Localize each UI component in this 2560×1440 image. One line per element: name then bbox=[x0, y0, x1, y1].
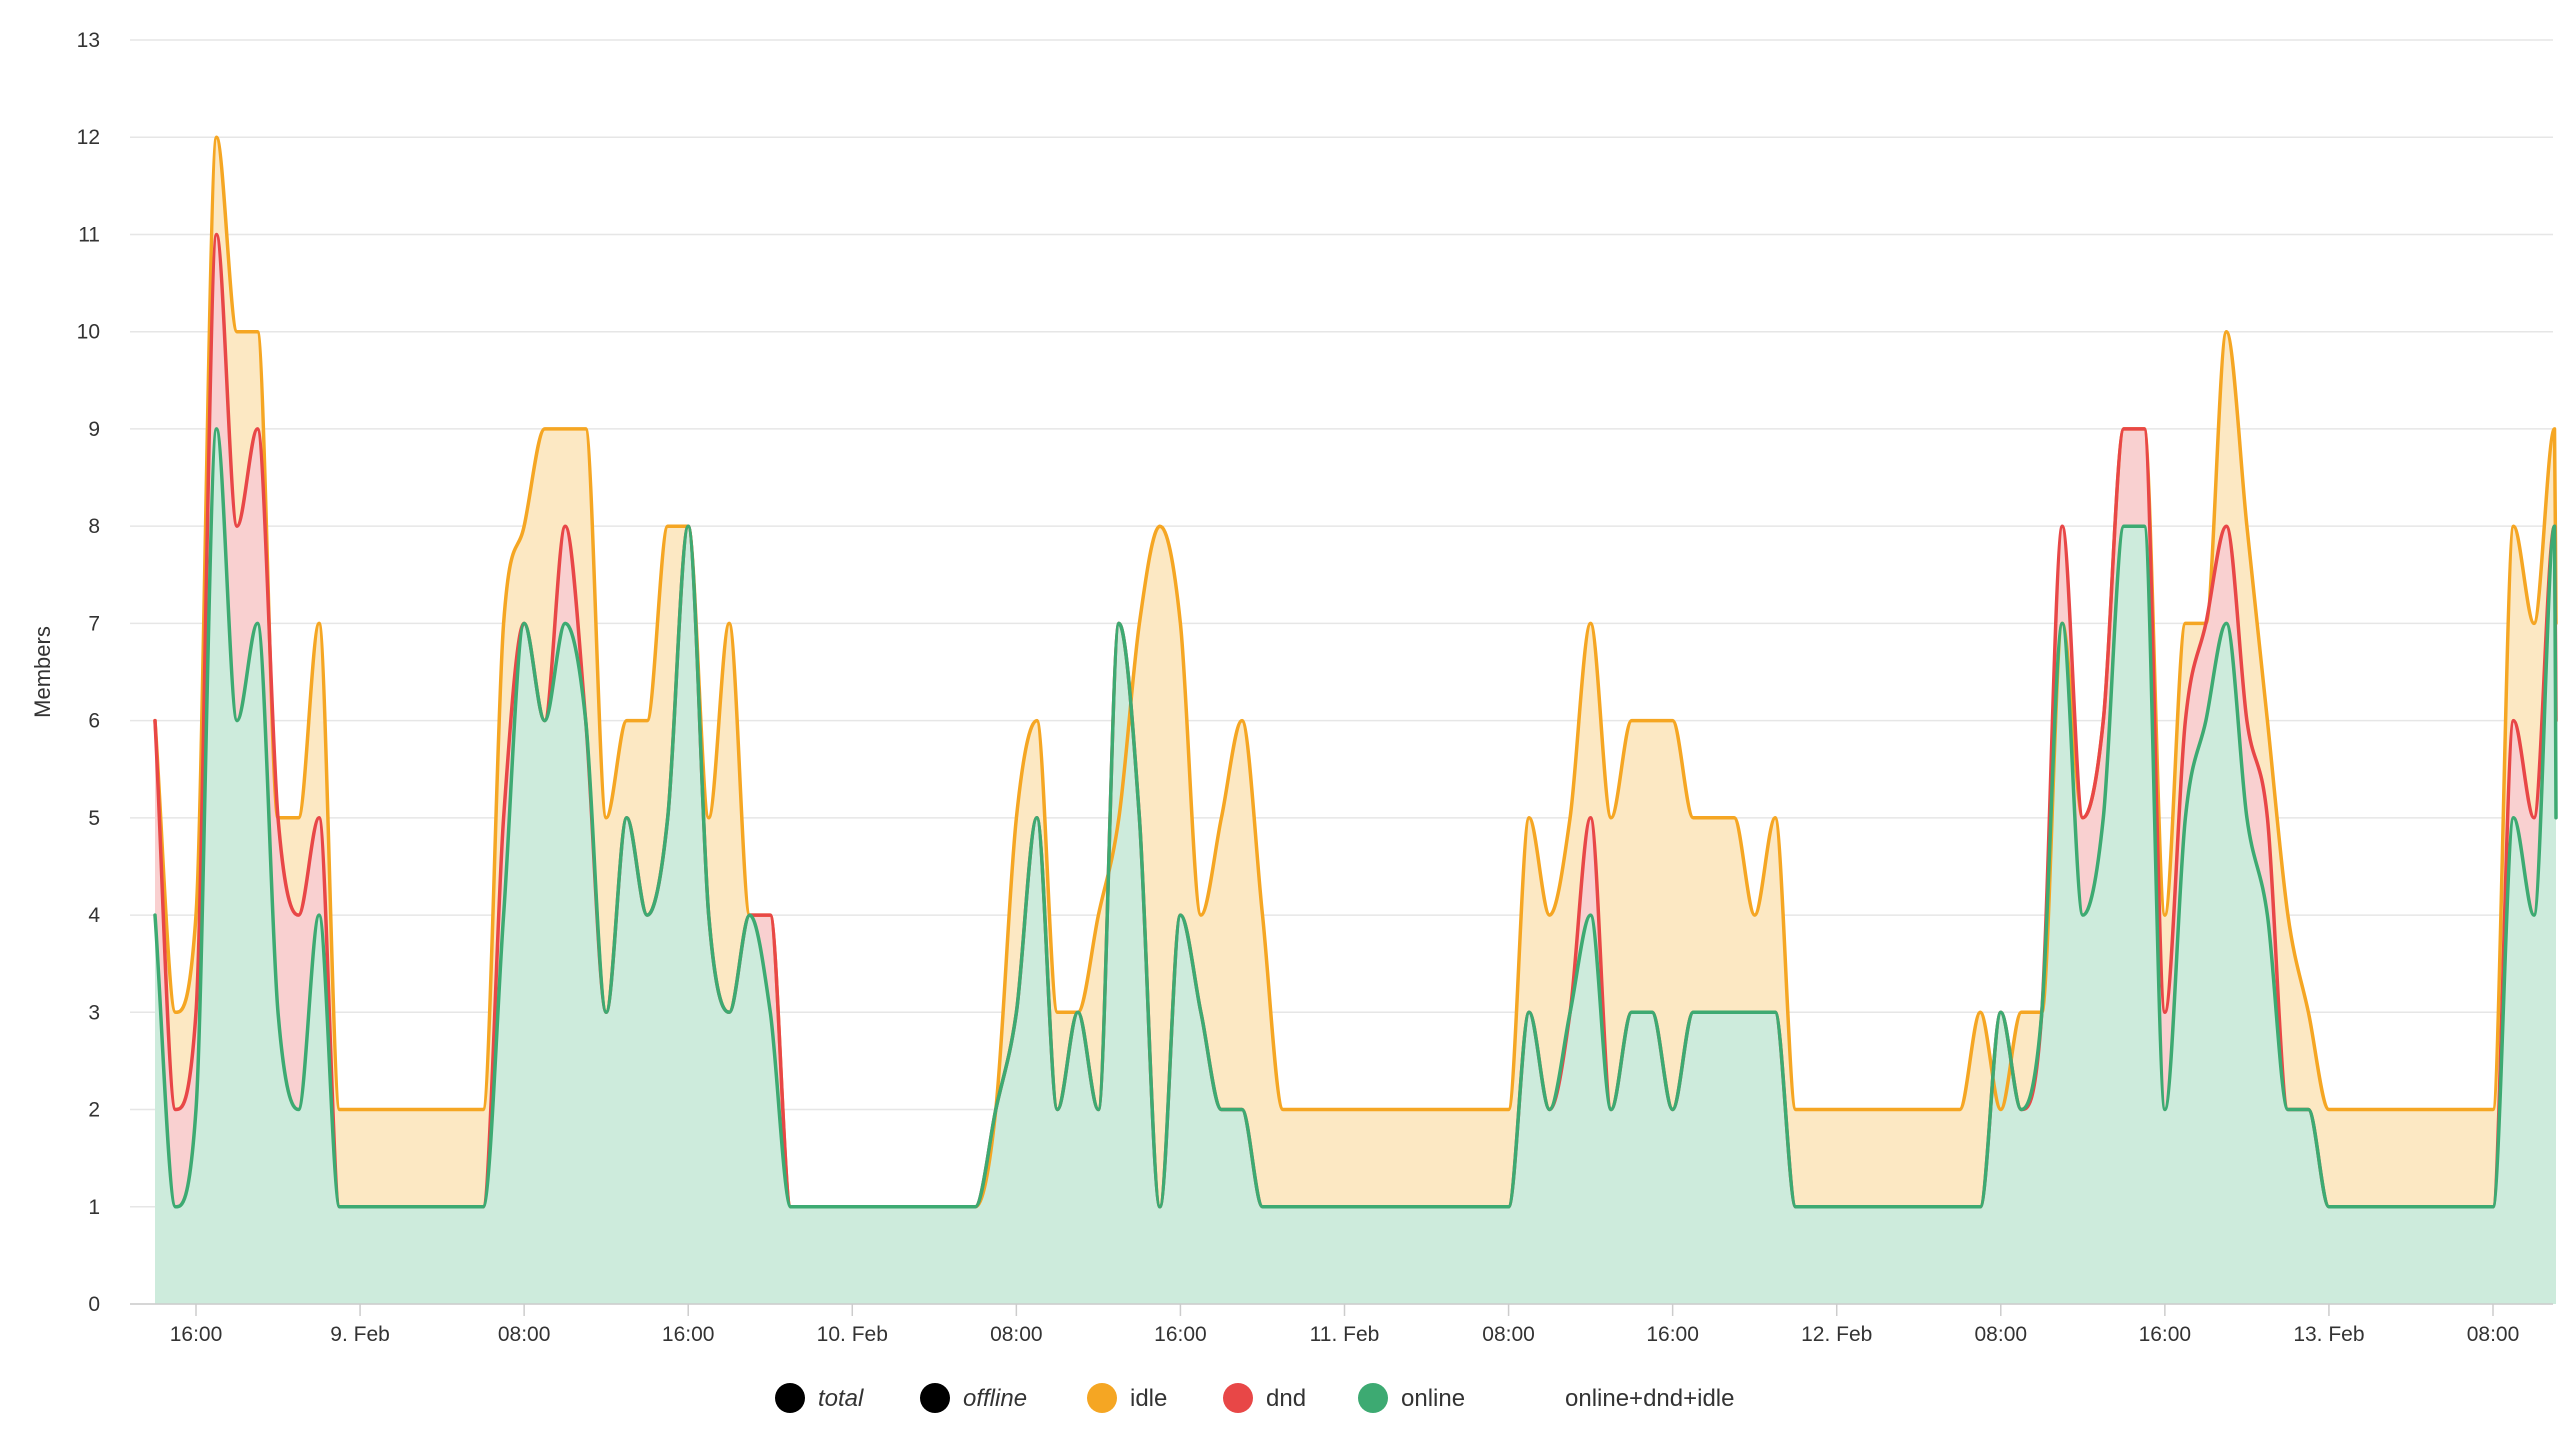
x-tick-label: 16:00 bbox=[170, 1323, 223, 1346]
legend-label: dnd bbox=[1266, 1385, 1306, 1412]
legend-label: total bbox=[818, 1385, 864, 1412]
legend-item-idle[interactable]: idle bbox=[1087, 1383, 1167, 1413]
legend-item-offline[interactable]: offline bbox=[920, 1383, 1027, 1413]
legend-marker bbox=[1223, 1383, 1253, 1413]
legend-item-total[interactable]: total bbox=[775, 1383, 864, 1413]
x-tick-label: 08:00 bbox=[2467, 1323, 2520, 1346]
y-tick-label: 3 bbox=[88, 1001, 100, 1024]
y-tick-label: 6 bbox=[88, 710, 100, 733]
x-tick-label: 08:00 bbox=[990, 1323, 1043, 1346]
legend-item-online-dnd-idle[interactable]: online+dnd+idle bbox=[1565, 1385, 1735, 1412]
idle-line[interactable] bbox=[153, 135, 2558, 1209]
x-tick-label: 12. Feb bbox=[1801, 1323, 1872, 1346]
y-tick-label: 12 bbox=[77, 126, 100, 149]
y-tick-label: 13 bbox=[77, 29, 100, 52]
x-tick-label: 08:00 bbox=[498, 1323, 551, 1346]
online-line[interactable] bbox=[153, 427, 2558, 1209]
series-areas bbox=[155, 137, 2556, 1305]
legend-label: online bbox=[1401, 1385, 1465, 1412]
y-tick-label: 7 bbox=[88, 612, 100, 635]
x-tick-label: 9. Feb bbox=[330, 1323, 390, 1346]
legend-item-online[interactable]: online bbox=[1358, 1383, 1465, 1413]
legend-marker bbox=[775, 1383, 805, 1413]
x-tick-label: 08:00 bbox=[1482, 1323, 1535, 1346]
legend-marker bbox=[920, 1383, 950, 1413]
legend-label: idle bbox=[1130, 1385, 1167, 1412]
y-tick-label: 4 bbox=[88, 904, 100, 927]
y-tick-label: 0 bbox=[88, 1293, 100, 1316]
x-tick-label: 16:00 bbox=[662, 1323, 715, 1346]
y-tick-label: 10 bbox=[77, 321, 100, 344]
legend-label: offline bbox=[963, 1385, 1027, 1412]
x-tick-label: 16:00 bbox=[1646, 1323, 1699, 1346]
x-tick-label: 08:00 bbox=[1975, 1323, 2028, 1346]
y-axis-title: Members bbox=[30, 626, 55, 718]
series-lines bbox=[153, 135, 2558, 1209]
x-tick-label: 16:00 bbox=[1154, 1323, 1207, 1346]
y-tick-label: 11 bbox=[78, 223, 100, 246]
x-tick-label: 13. Feb bbox=[2293, 1323, 2364, 1346]
legend-label: online+dnd+idle bbox=[1565, 1385, 1735, 1412]
legend: total offline idle dnd online online+dnd+idle bbox=[775, 1383, 1735, 1413]
y-tick-label: 5 bbox=[88, 807, 100, 830]
x-tick-label: 16:00 bbox=[2139, 1323, 2192, 1346]
legend-marker bbox=[1358, 1383, 1388, 1413]
x-tick-label: 10. Feb bbox=[817, 1323, 888, 1346]
y-tick-label: 9 bbox=[88, 418, 100, 441]
legend-item-dnd[interactable]: dnd bbox=[1223, 1383, 1306, 1413]
legend-marker bbox=[1087, 1383, 1117, 1413]
y-tick-label: 8 bbox=[88, 515, 100, 538]
online-area bbox=[155, 428, 2556, 1304]
y-tick-label: 1 bbox=[88, 1196, 100, 1219]
y-tick-label: 2 bbox=[88, 1099, 100, 1122]
x-tick-label: 11. Feb bbox=[1310, 1323, 1380, 1346]
